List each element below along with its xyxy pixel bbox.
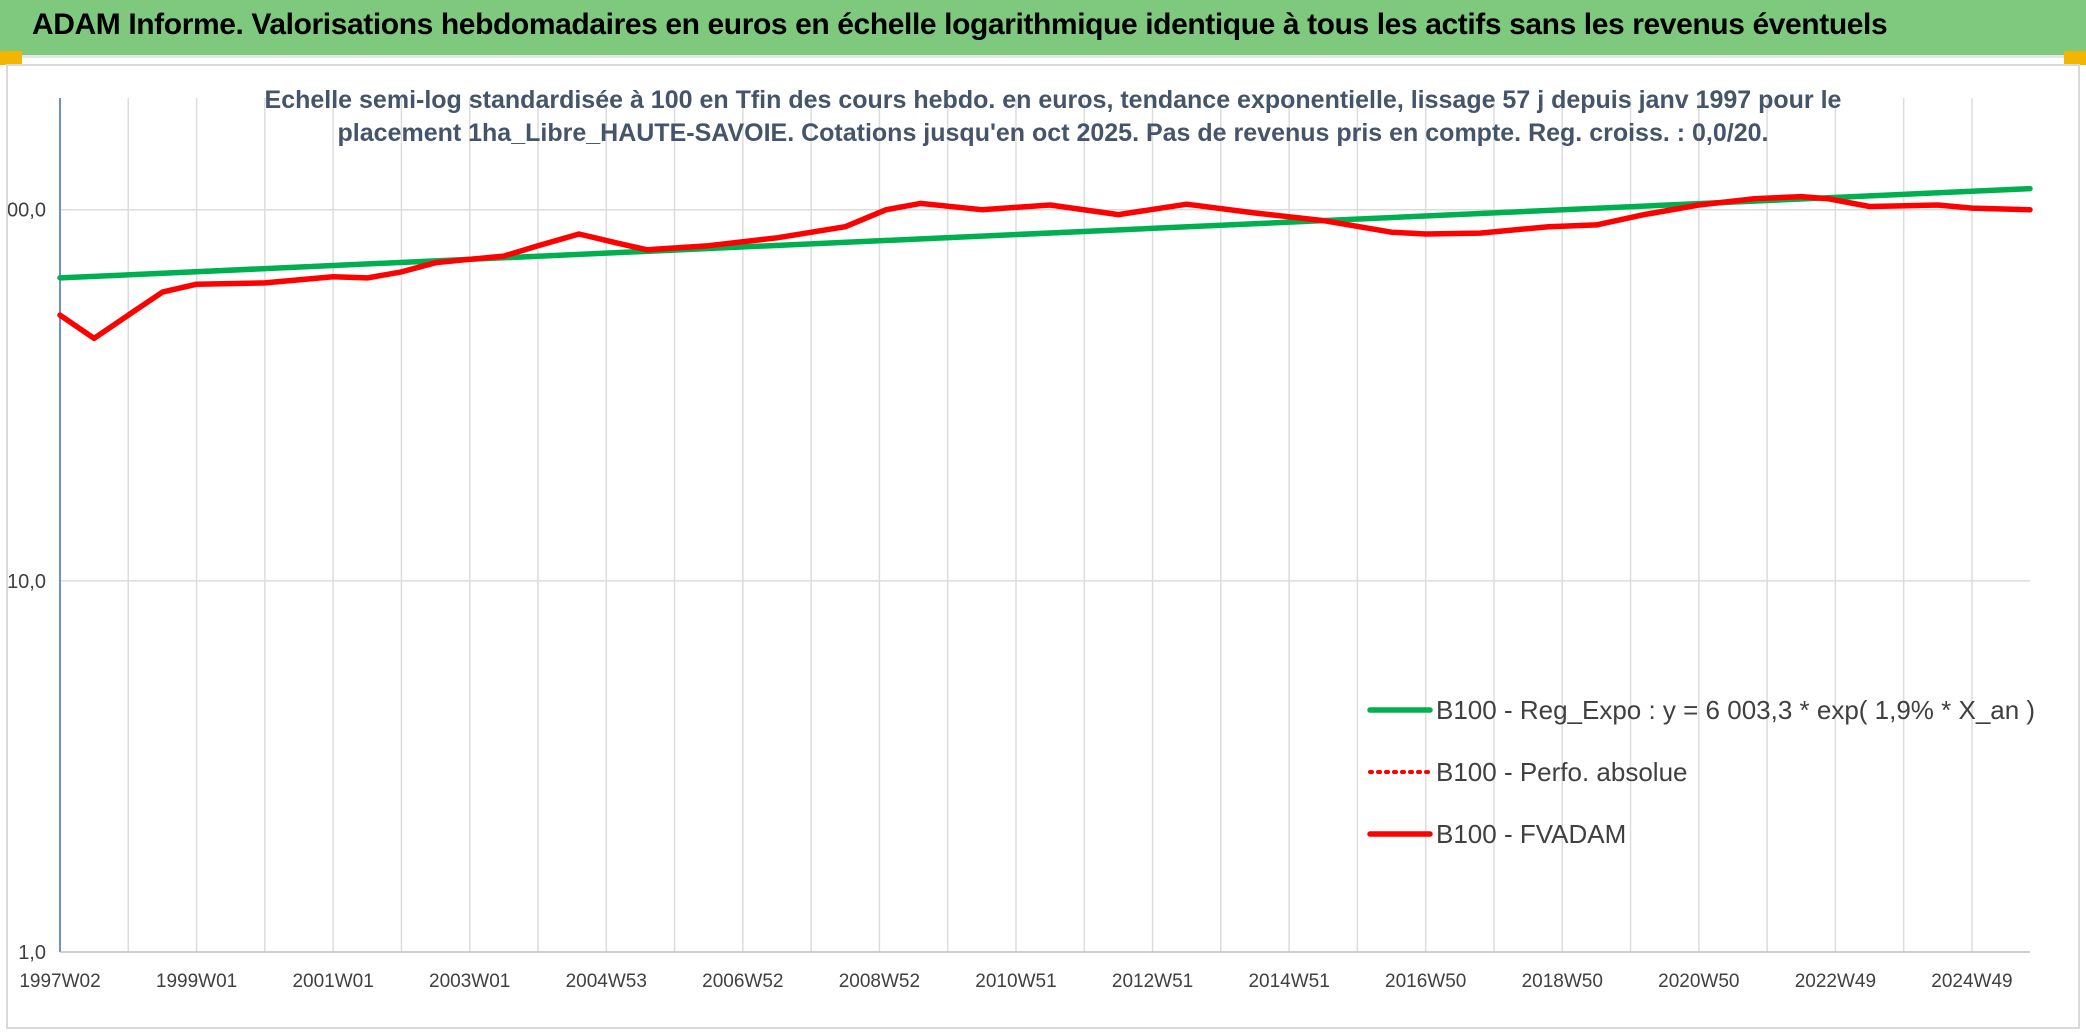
chart-title-line: placement 1ha_Libre_HAUTE-SAVOIE. Cotati… <box>338 119 1769 147</box>
x-tick-label: 1997W02 <box>19 971 100 992</box>
x-tick-label: 2001W01 <box>292 971 373 992</box>
x-tick-label: 2024W49 <box>1931 971 2012 992</box>
x-tick-label: 2012W51 <box>1112 971 1193 992</box>
report-title: ADAM Informe. Valorisations hebdomadaire… <box>32 8 1888 41</box>
chart-title: Echelle semi-log standardisée à 100 en T… <box>265 86 1842 147</box>
corner-marker-left <box>0 51 22 65</box>
x-tick-label: 2022W49 <box>1795 971 1876 992</box>
y-tick-label: 1,0 <box>18 942 46 964</box>
x-tick-label: 2008W52 <box>839 971 920 992</box>
x-tick-label: 2006W52 <box>702 971 783 992</box>
x-tick-label: 2010W51 <box>975 971 1056 992</box>
chart-legend: B100 - Reg_Expo : y = 6 003,3 * exp( 1,9… <box>1367 695 2035 849</box>
x-tick-label: 2004W53 <box>566 971 647 992</box>
x-tick-label: 2020W50 <box>1658 971 1739 992</box>
legend-label: B100 - Perfo. absolue <box>1436 757 1688 787</box>
x-tick-label: 2016W50 <box>1385 971 1466 992</box>
grid-layer <box>59 98 2030 952</box>
series-layer <box>57 185 2033 342</box>
y-tick-label: 100,0 <box>8 200 46 222</box>
line-chart: 1,0 10,0 100,0 1997W02 1999W01 2001W01 2003W01… <box>8 86 2035 992</box>
report-banner: ADAM Informe. Valorisations hebdomadaire… <box>0 0 2086 58</box>
chart-frame: 1,0 10,0 100,0 1997W02 1999W01 2001W01 2003W01… <box>6 64 2080 1029</box>
x-tick-label: 2003W01 <box>429 971 510 992</box>
chart-title-line: Echelle semi-log standardisée à 100 en T… <box>265 86 1842 114</box>
x-tick-label: 2018W50 <box>1522 971 1603 992</box>
x-tick-label: 2014W51 <box>1248 971 1329 992</box>
y-tick-label: 10,0 <box>8 571 46 593</box>
corner-marker-right <box>2064 51 2086 65</box>
legend-label: B100 - FVADAM <box>1436 819 1626 849</box>
x-tick-label: 1999W01 <box>156 971 237 992</box>
legend-label: B100 - Reg_Expo : y = 6 003,3 * exp( 1,9… <box>1436 695 2035 725</box>
axis-layer: 1,0 10,0 100,0 1997W02 1999W01 2001W01 2003W01… <box>8 98 2030 992</box>
series-line-2 <box>57 193 2033 342</box>
